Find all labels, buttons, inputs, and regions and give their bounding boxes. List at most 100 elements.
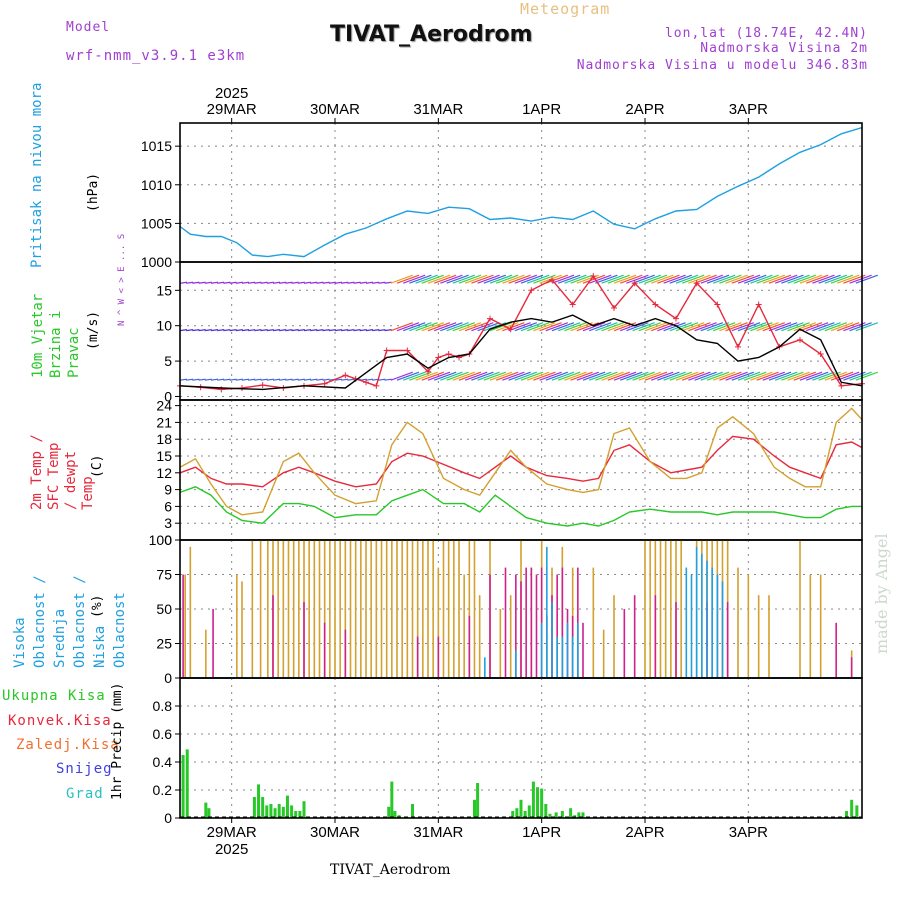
wind-barb bbox=[489, 274, 513, 284]
bar bbox=[582, 622, 584, 678]
wind-barb bbox=[502, 371, 525, 381]
bar bbox=[757, 595, 760, 678]
wind-barb bbox=[495, 274, 519, 284]
wind-barb bbox=[186, 329, 194, 332]
wind-speed-marker bbox=[435, 354, 442, 361]
wind-barb bbox=[650, 371, 674, 381]
wind-barb bbox=[446, 371, 469, 381]
wind-barb bbox=[743, 274, 767, 284]
wind-barb bbox=[787, 322, 810, 332]
y-tick-label: 5 bbox=[164, 353, 172, 369]
wind-barb bbox=[601, 371, 624, 381]
wind-barb bbox=[514, 322, 538, 332]
y-tick-label: 10 bbox=[156, 318, 172, 334]
wind-barb bbox=[446, 322, 469, 332]
wind-barb bbox=[539, 322, 562, 332]
wind-barb bbox=[812, 322, 835, 332]
wind-barb bbox=[545, 274, 569, 284]
wind-barb bbox=[248, 378, 256, 381]
bar bbox=[602, 629, 605, 678]
y-tick-label: 9 bbox=[164, 482, 172, 498]
bar bbox=[236, 574, 238, 678]
wind-barb bbox=[365, 281, 374, 284]
bar bbox=[799, 540, 801, 678]
bar bbox=[613, 595, 615, 678]
wind-barb bbox=[316, 329, 324, 332]
bottom-day-label: 2APR bbox=[625, 824, 664, 841]
wind-barb bbox=[557, 371, 581, 381]
wind-barb bbox=[849, 371, 872, 381]
wind-barb bbox=[452, 371, 476, 381]
bar bbox=[850, 657, 853, 678]
bar bbox=[212, 609, 214, 678]
wind-barb bbox=[526, 371, 550, 381]
wind-barb bbox=[520, 371, 544, 381]
y-tick-label: 15 bbox=[156, 282, 172, 298]
wind-barb bbox=[551, 274, 575, 284]
wind-barb bbox=[694, 274, 717, 284]
bar bbox=[551, 602, 553, 678]
wind-barb bbox=[706, 322, 730, 332]
wind-barb bbox=[613, 371, 637, 381]
wind-barb bbox=[582, 322, 606, 332]
wind-barb bbox=[762, 274, 786, 284]
wind-barb bbox=[520, 274, 544, 284]
wind-barb bbox=[781, 274, 804, 284]
bar bbox=[544, 804, 548, 818]
wind-barb bbox=[576, 322, 600, 332]
wind-speed-marker bbox=[652, 301, 659, 308]
bar bbox=[406, 540, 409, 678]
wind-barb bbox=[756, 371, 779, 381]
wind-barb bbox=[279, 329, 287, 332]
wind-barb bbox=[570, 274, 593, 284]
wind-barb bbox=[663, 322, 686, 332]
y-tick-label: 15 bbox=[156, 448, 172, 464]
bar bbox=[561, 636, 564, 678]
elevation-text: Nadmorska Visina 2m bbox=[700, 41, 868, 56]
wind-barb bbox=[533, 274, 556, 284]
bar bbox=[463, 574, 465, 678]
y-tick-label: 1015 bbox=[141, 138, 172, 154]
wind-barb bbox=[855, 322, 879, 332]
bar bbox=[711, 567, 713, 678]
wind-barb bbox=[272, 378, 281, 381]
wind-barb bbox=[316, 281, 324, 284]
wind-barb bbox=[812, 371, 835, 381]
lonlat-text: lon,lat (18.74E, 42.4N) bbox=[664, 26, 868, 41]
wind-barb bbox=[557, 322, 581, 332]
wind-speed-marker bbox=[507, 326, 514, 333]
model-name: wrf-nmm_v3.9.1 e3km bbox=[66, 48, 246, 64]
wind-barb bbox=[551, 371, 575, 381]
wind-barb bbox=[719, 274, 742, 284]
wind-barb bbox=[588, 371, 612, 381]
wind-barb bbox=[526, 322, 550, 332]
y-tick-label: 0 bbox=[164, 810, 172, 826]
wind-speed-marker bbox=[735, 343, 741, 350]
wind-barb bbox=[762, 371, 786, 381]
bar bbox=[855, 805, 859, 818]
wind-barb bbox=[762, 322, 786, 332]
bar bbox=[515, 650, 517, 678]
y-tick-label: 0 bbox=[164, 388, 172, 404]
wind-barb bbox=[855, 371, 879, 381]
bar bbox=[654, 595, 657, 678]
wind-barb bbox=[433, 322, 457, 332]
wind-barb bbox=[688, 322, 711, 332]
wind-barb bbox=[291, 378, 299, 381]
wind-barb bbox=[291, 281, 299, 284]
wind-barb bbox=[260, 378, 268, 381]
bar bbox=[473, 540, 476, 678]
y-tick-label: 75 bbox=[156, 567, 172, 583]
wind-barb bbox=[310, 281, 318, 284]
bar bbox=[561, 567, 564, 678]
wind-barb bbox=[700, 274, 724, 284]
y-tick-label: 0 bbox=[164, 670, 172, 686]
wind-barb bbox=[793, 322, 817, 332]
wind-barb bbox=[365, 378, 374, 381]
wind-speed-marker bbox=[549, 276, 555, 283]
wind-barb bbox=[241, 281, 250, 284]
wind-barb bbox=[279, 281, 287, 284]
wind-barb bbox=[836, 274, 860, 284]
wind-barb bbox=[353, 329, 361, 332]
wind-barb bbox=[198, 378, 206, 381]
